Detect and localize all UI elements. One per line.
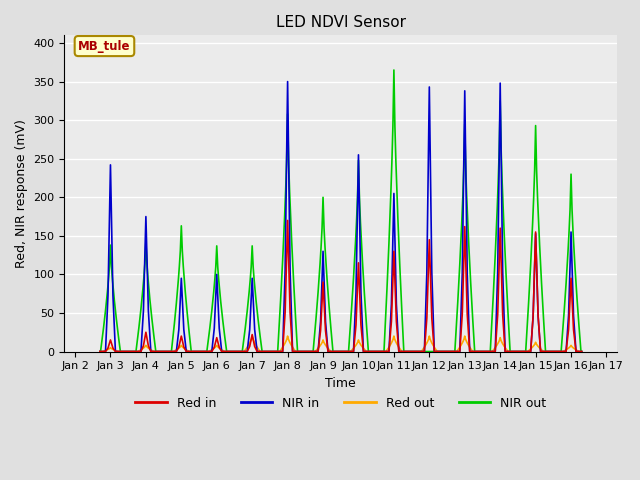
Y-axis label: Red, NIR response (mV): Red, NIR response (mV): [15, 119, 28, 268]
Title: LED NDVI Sensor: LED NDVI Sensor: [276, 15, 406, 30]
Legend: Red in, NIR in, Red out, NIR out: Red in, NIR in, Red out, NIR out: [131, 392, 551, 415]
X-axis label: Time: Time: [325, 377, 356, 390]
Text: MB_tule: MB_tule: [78, 39, 131, 53]
